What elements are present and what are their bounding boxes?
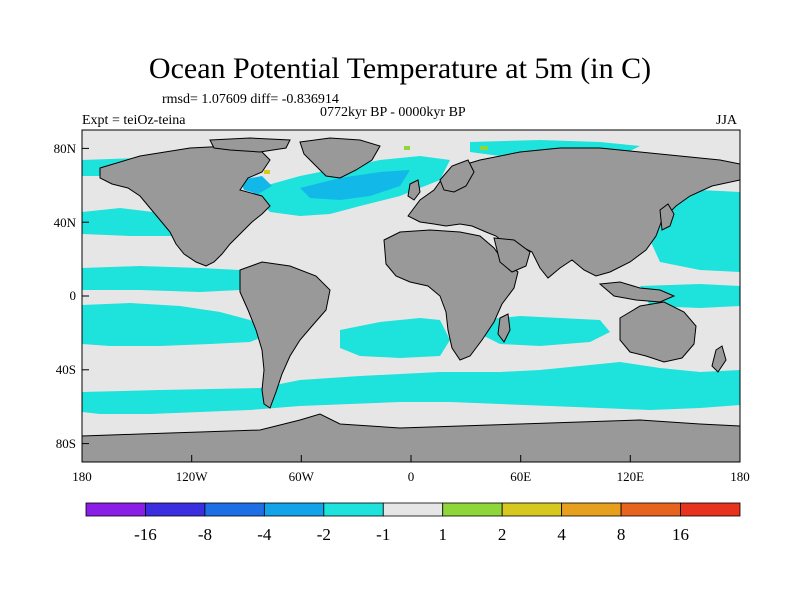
colorbar-label: -16 [134, 525, 157, 544]
y-tick-label: 40N [54, 215, 77, 230]
south-indian-cooling [480, 316, 610, 346]
colorbar-swatch [620, 502, 681, 517]
y-tick-label: 80N [54, 141, 77, 156]
colorbar-label: -8 [198, 525, 212, 544]
warming-patch [480, 146, 488, 150]
land-arctic-islands [209, 137, 291, 153]
season-label: JJA [716, 113, 738, 128]
map-title: Ocean Potential Temperature at 5m (in C) [148, 52, 652, 85]
y-tick-label: 40S [56, 362, 76, 377]
colorbar-label: 4 [557, 525, 566, 544]
land-indonesia [598, 281, 676, 303]
colorbar-swatch [145, 502, 206, 517]
x-tick-label: 180 [730, 469, 750, 484]
land-uk [407, 179, 421, 201]
warming-patch [264, 170, 270, 174]
equatorial-pacific-cooling [82, 266, 250, 292]
land-masses [82, 137, 740, 462]
x-tick-label: 120W [176, 469, 209, 484]
colorbar-swatch [442, 502, 503, 517]
land-madagascar [497, 313, 511, 343]
land-eurasia [407, 147, 740, 279]
land-australia [619, 301, 697, 363]
x-axis: 180 120W 60W 0 60E 120E 180 [72, 455, 750, 484]
southern-ocean-cooling [82, 362, 740, 414]
x-tick-label: 60W [289, 469, 315, 484]
colorbar-label: -4 [257, 525, 272, 544]
south-pacific-cooling [82, 303, 270, 346]
land-antarctica [82, 413, 740, 462]
land-japan [659, 203, 675, 231]
x-tick-label: 120E [617, 469, 645, 484]
colorbar-swatch [561, 502, 622, 517]
colorbar: -16 -8 -4 -2 -1 1 2 4 8 16 [85, 502, 741, 544]
colorbar-swatch [680, 502, 741, 517]
north-atlantic-strong-cooling [300, 170, 410, 200]
colorbar-swatch [323, 502, 384, 517]
x-tick-label: 0 [408, 469, 415, 484]
rmsd-diff-stats: rmsd= 1.07609 diff= -0.836914 [162, 92, 339, 107]
south-atlantic-cooling [340, 318, 450, 358]
x-tick-label: 60E [510, 469, 531, 484]
time-range-subtitle: 0772kyr BP - 0000kyr BP [320, 105, 466, 120]
colorbar-label: 8 [617, 525, 626, 544]
warming-patch [404, 146, 410, 150]
y-tick-label: 80S [56, 436, 76, 451]
map-plot-area [82, 130, 740, 462]
colorbar-swatch [263, 502, 325, 517]
colorbar-swatch [204, 502, 265, 517]
x-tick-label: 180 [72, 469, 92, 484]
colorbar-label: 2 [498, 525, 507, 544]
land-north-america [99, 145, 271, 267]
hudson-cooling [240, 176, 272, 194]
colorbar-label: -2 [317, 525, 331, 544]
experiment-label: Expt = teiOz-teina [82, 113, 186, 128]
colorbar-swatch [382, 502, 444, 517]
land-new-zealand [711, 345, 727, 373]
land-scandinavia [439, 159, 475, 193]
y-tick-label: 0 [70, 288, 77, 303]
land-south-america [239, 261, 331, 409]
land-arabia [493, 237, 531, 273]
y-axis: 80N 40N 0 40S 80S [54, 141, 89, 451]
land-greenland [299, 137, 381, 179]
colorbar-label: 1 [438, 525, 447, 544]
colorbar-swatch [501, 502, 563, 517]
colorbar-label: -1 [376, 525, 390, 544]
northwest-pacific-cooling [650, 190, 740, 272]
land-africa [383, 229, 519, 361]
colorbar-label: 16 [672, 525, 689, 544]
colorbar-swatch [85, 502, 146, 517]
